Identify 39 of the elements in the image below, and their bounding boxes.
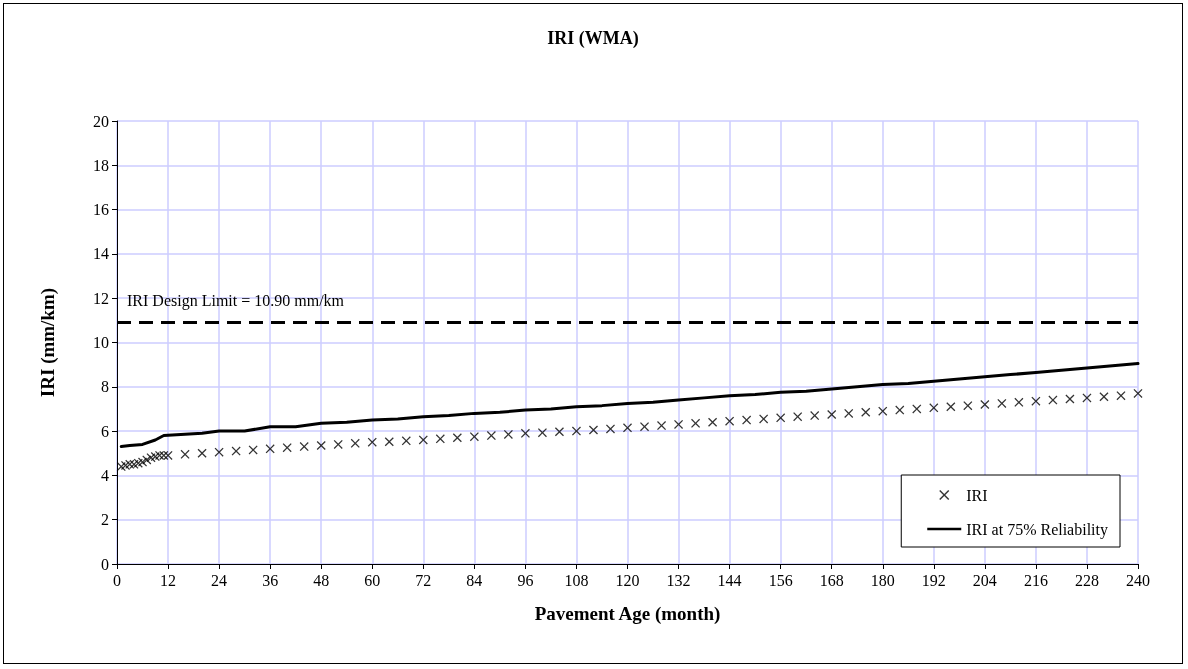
y-tick-label: 10 [93,334,109,351]
x-tick-label: 144 [717,571,742,589]
y-tick-label: 6 [101,422,109,440]
chart-title: IRI (WMA) [547,28,639,49]
y-axis-title: IRI (mm/km) [37,287,59,398]
x-tick-label: 156 [768,571,793,589]
y-tick-label: 18 [93,156,109,174]
x-tick-label: 180 [870,571,895,589]
x-tick-label: 120 [615,571,640,589]
x-tick-label: 0 [113,571,121,589]
y-tick-label: 8 [101,378,109,396]
legend-label: IRI [966,486,988,504]
x-tick-label: 216 [1023,571,1048,589]
x-tick-label: 132 [666,571,691,589]
x-tick-label: 84 [466,571,483,589]
y-tick-label: 4 [101,466,109,484]
x-tick-label: 204 [972,571,997,589]
x-tick-label: 60 [364,571,381,589]
x-tick-label: 228 [1074,571,1099,589]
y-tick-label: 2 [101,511,109,529]
x-tick-label: 48 [313,571,330,589]
x-tick-label: 96 [517,571,534,589]
legend-label: IRI at 75% Reliability [966,520,1108,539]
x-tick-label: 240 [1126,571,1150,589]
x-tick-label: 24 [211,571,228,589]
x-tick-label: 168 [819,571,844,589]
y-tick-label: 0 [101,555,109,573]
y-tick-label: 14 [93,245,109,263]
x-tick-label: 192 [921,571,946,589]
x-tick-label: 108 [564,571,589,589]
y-tick-label: 20 [93,112,109,130]
line-series [119,362,1140,449]
ref-line-label: IRI Design Limit = 10.90 mm/km [127,292,345,311]
x-tick-label: 36 [262,571,279,589]
x-axis-title: Pavement Age (month) [534,603,721,625]
y-tick-label: 12 [93,289,109,307]
y-tick-label: 16 [93,201,109,219]
x-tick-label: 12 [160,571,177,589]
x-tick-label: 72 [415,571,432,589]
